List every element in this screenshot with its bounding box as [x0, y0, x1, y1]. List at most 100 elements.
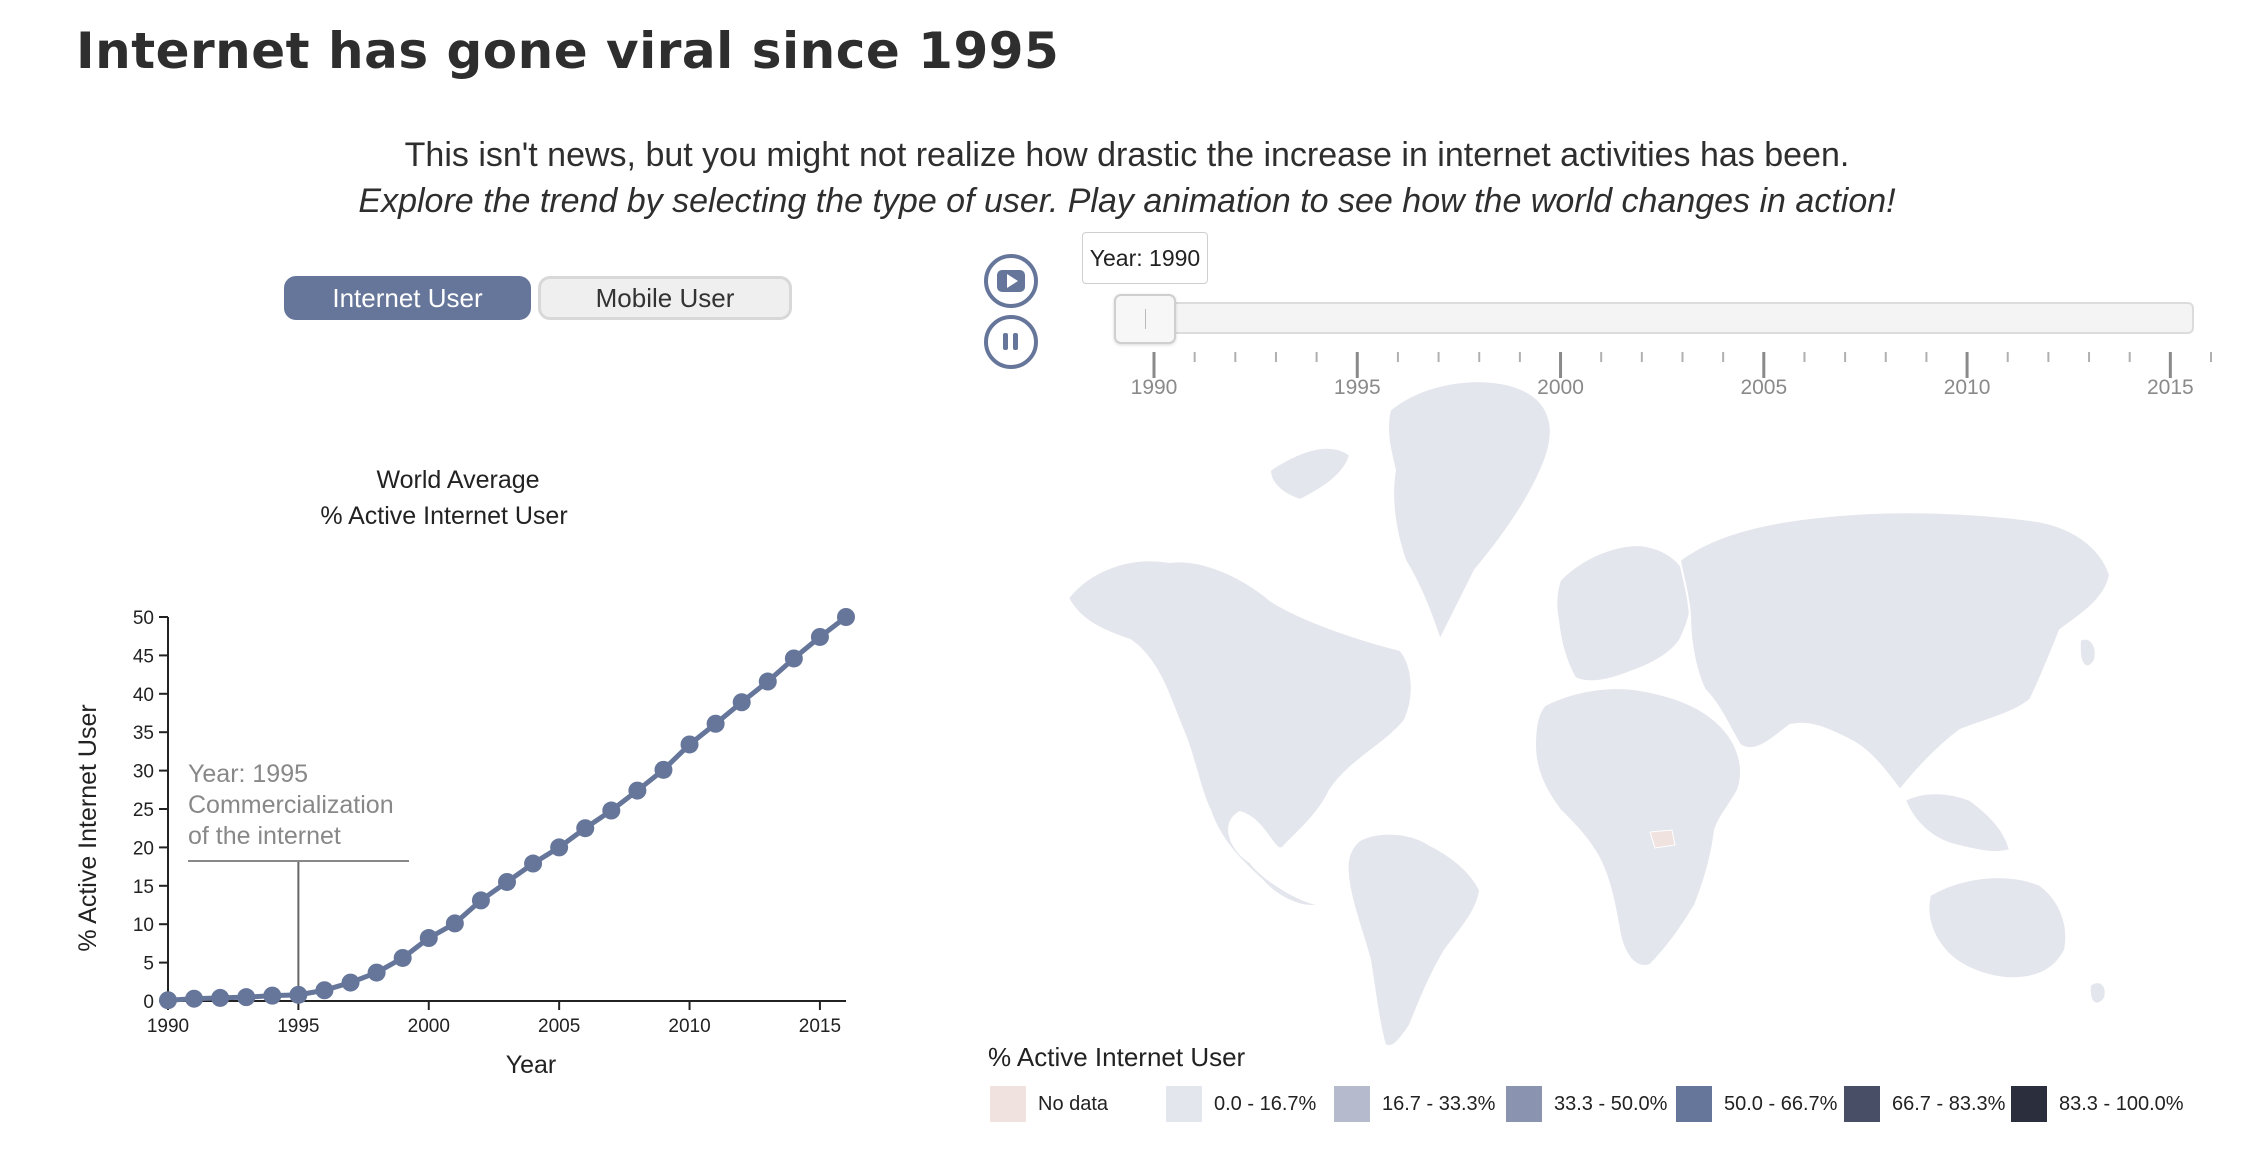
map-japan — [2078, 637, 2097, 668]
data-point[interactable] — [706, 714, 725, 733]
play-button[interactable] — [984, 254, 1038, 308]
legend-item: 33.3 - 50.0% — [1506, 1086, 1667, 1122]
map-africa — [1533, 687, 1742, 967]
legend-label: 83.3 - 100.0% — [2059, 1092, 2184, 1115]
legend-swatch — [1334, 1086, 1370, 1122]
legend-item: No data — [990, 1086, 1108, 1122]
annotation-text: Year: 1995 — [188, 760, 308, 788]
y-tick-label: 25 — [133, 800, 154, 821]
legend-label: 33.3 - 50.0% — [1554, 1092, 1668, 1115]
x-tick-label: 1995 — [277, 1016, 319, 1037]
y-axis-label: % Active Internet User — [74, 704, 102, 951]
data-point[interactable] — [367, 963, 386, 982]
map-south-america — [1346, 832, 1482, 1048]
legend-swatch — [1166, 1086, 1202, 1122]
x-tick-label: 2015 — [799, 1016, 841, 1037]
data-point[interactable] — [524, 854, 543, 873]
map-australia — [1927, 876, 2068, 980]
data-point[interactable] — [654, 760, 673, 779]
legend-item: 0.0 - 16.7% — [1166, 1086, 1316, 1122]
intro-line-1: This isn't news, but you might not reali… — [404, 136, 1850, 174]
y-tick-label: 30 — [133, 762, 154, 783]
mobile-user-button[interactable]: Mobile User — [538, 276, 792, 320]
data-point[interactable] — [445, 914, 464, 933]
y-tick-label: 35 — [133, 723, 154, 744]
slider-year-tooltip: Year: 1990 — [1082, 232, 1208, 284]
data-point[interactable] — [758, 672, 777, 691]
data-point[interactable] — [185, 989, 204, 1008]
x-tick-label: 2000 — [408, 1016, 450, 1037]
legend-label: 16.7 - 33.3% — [1382, 1092, 1496, 1115]
map-north-america — [1066, 559, 1413, 907]
year-slider-handle[interactable] — [1114, 294, 1176, 344]
map-new-zealand — [2088, 981, 2107, 1005]
y-tick-label: 40 — [133, 685, 154, 706]
data-point[interactable] — [211, 988, 230, 1007]
data-point[interactable] — [602, 801, 621, 820]
legend-item: 83.3 - 100.0% — [2011, 1086, 2184, 1122]
y-tick-label: 20 — [133, 838, 154, 859]
annotation-text: Commercialization — [188, 791, 394, 819]
y-tick-label: 5 — [143, 954, 154, 975]
legend-swatch — [1844, 1086, 1880, 1122]
y-tick-label: 10 — [133, 915, 154, 936]
legend-item: 66.7 - 83.3% — [1844, 1086, 2005, 1122]
legend-label: No data — [1038, 1092, 1109, 1115]
y-tick-label: 15 — [133, 877, 154, 898]
x-tick-label: 2005 — [538, 1016, 580, 1037]
year-slider-track[interactable] — [1114, 302, 2194, 334]
legend-item: 50.0 - 66.7% — [1676, 1086, 1837, 1122]
legend-label: 0.0 - 16.7% — [1214, 1092, 1317, 1115]
data-point[interactable] — [498, 872, 516, 891]
map-southeast-asia — [1903, 792, 2012, 854]
data-point[interactable] — [784, 649, 803, 668]
data-point[interactable] — [471, 891, 490, 910]
annotation-text: of the internet — [188, 822, 341, 850]
intro-line-2: Explore the trend by selecting the type … — [358, 182, 1896, 220]
intro-text: This isn't news, but you might not reali… — [0, 132, 2254, 224]
data-point[interactable] — [732, 693, 751, 712]
map-asia — [1678, 511, 2112, 792]
map-no-data-region — [1649, 829, 1676, 849]
play-icon — [997, 270, 1025, 292]
map-canada-islands — [1268, 446, 1352, 502]
y-tick-label: 0 — [143, 992, 154, 1013]
legend-swatch — [1676, 1086, 1712, 1122]
data-point[interactable] — [576, 819, 595, 838]
data-point[interactable] — [680, 735, 699, 754]
internet-user-button[interactable]: Internet User — [284, 276, 531, 320]
pause-button[interactable] — [984, 315, 1038, 369]
map-europe — [1555, 543, 1693, 683]
legend-item: 16.7 - 33.3% — [1334, 1086, 1495, 1122]
page-title: Internet has gone viral since 1995 — [76, 22, 1060, 80]
data-point[interactable] — [810, 627, 829, 646]
data-point[interactable] — [159, 991, 177, 1010]
chart-title-line-1: World Average — [376, 466, 539, 494]
data-point[interactable] — [263, 986, 282, 1005]
data-point[interactable] — [393, 948, 412, 967]
legend-label: 50.0 - 66.7% — [1724, 1092, 1838, 1115]
data-point[interactable] — [237, 988, 256, 1007]
x-axis-label: Year — [506, 1051, 557, 1079]
data-point[interactable] — [419, 929, 438, 948]
data-point[interactable] — [550, 838, 569, 857]
data-point[interactable] — [315, 981, 334, 1000]
data-point[interactable] — [837, 608, 855, 626]
y-tick-label: 45 — [133, 646, 154, 667]
data-point[interactable] — [289, 985, 308, 1004]
y-tick-label: 50 — [133, 608, 154, 629]
legend-swatch — [1506, 1086, 1542, 1122]
data-point[interactable] — [628, 781, 647, 800]
data-point[interactable] — [341, 973, 360, 992]
x-tick-label: 1990 — [147, 1016, 189, 1037]
legend-swatch — [990, 1086, 1026, 1122]
pause-icon — [1003, 333, 1018, 350]
map-greenland — [1386, 380, 1552, 643]
legend-swatch — [2011, 1086, 2047, 1122]
chart-title-line-2: % Active Internet User — [320, 502, 567, 530]
map-legend-title: % Active Internet User — [988, 1042, 1246, 1072]
legend-label: 66.7 - 83.3% — [1892, 1092, 2006, 1115]
x-tick-label: 2010 — [668, 1016, 710, 1037]
